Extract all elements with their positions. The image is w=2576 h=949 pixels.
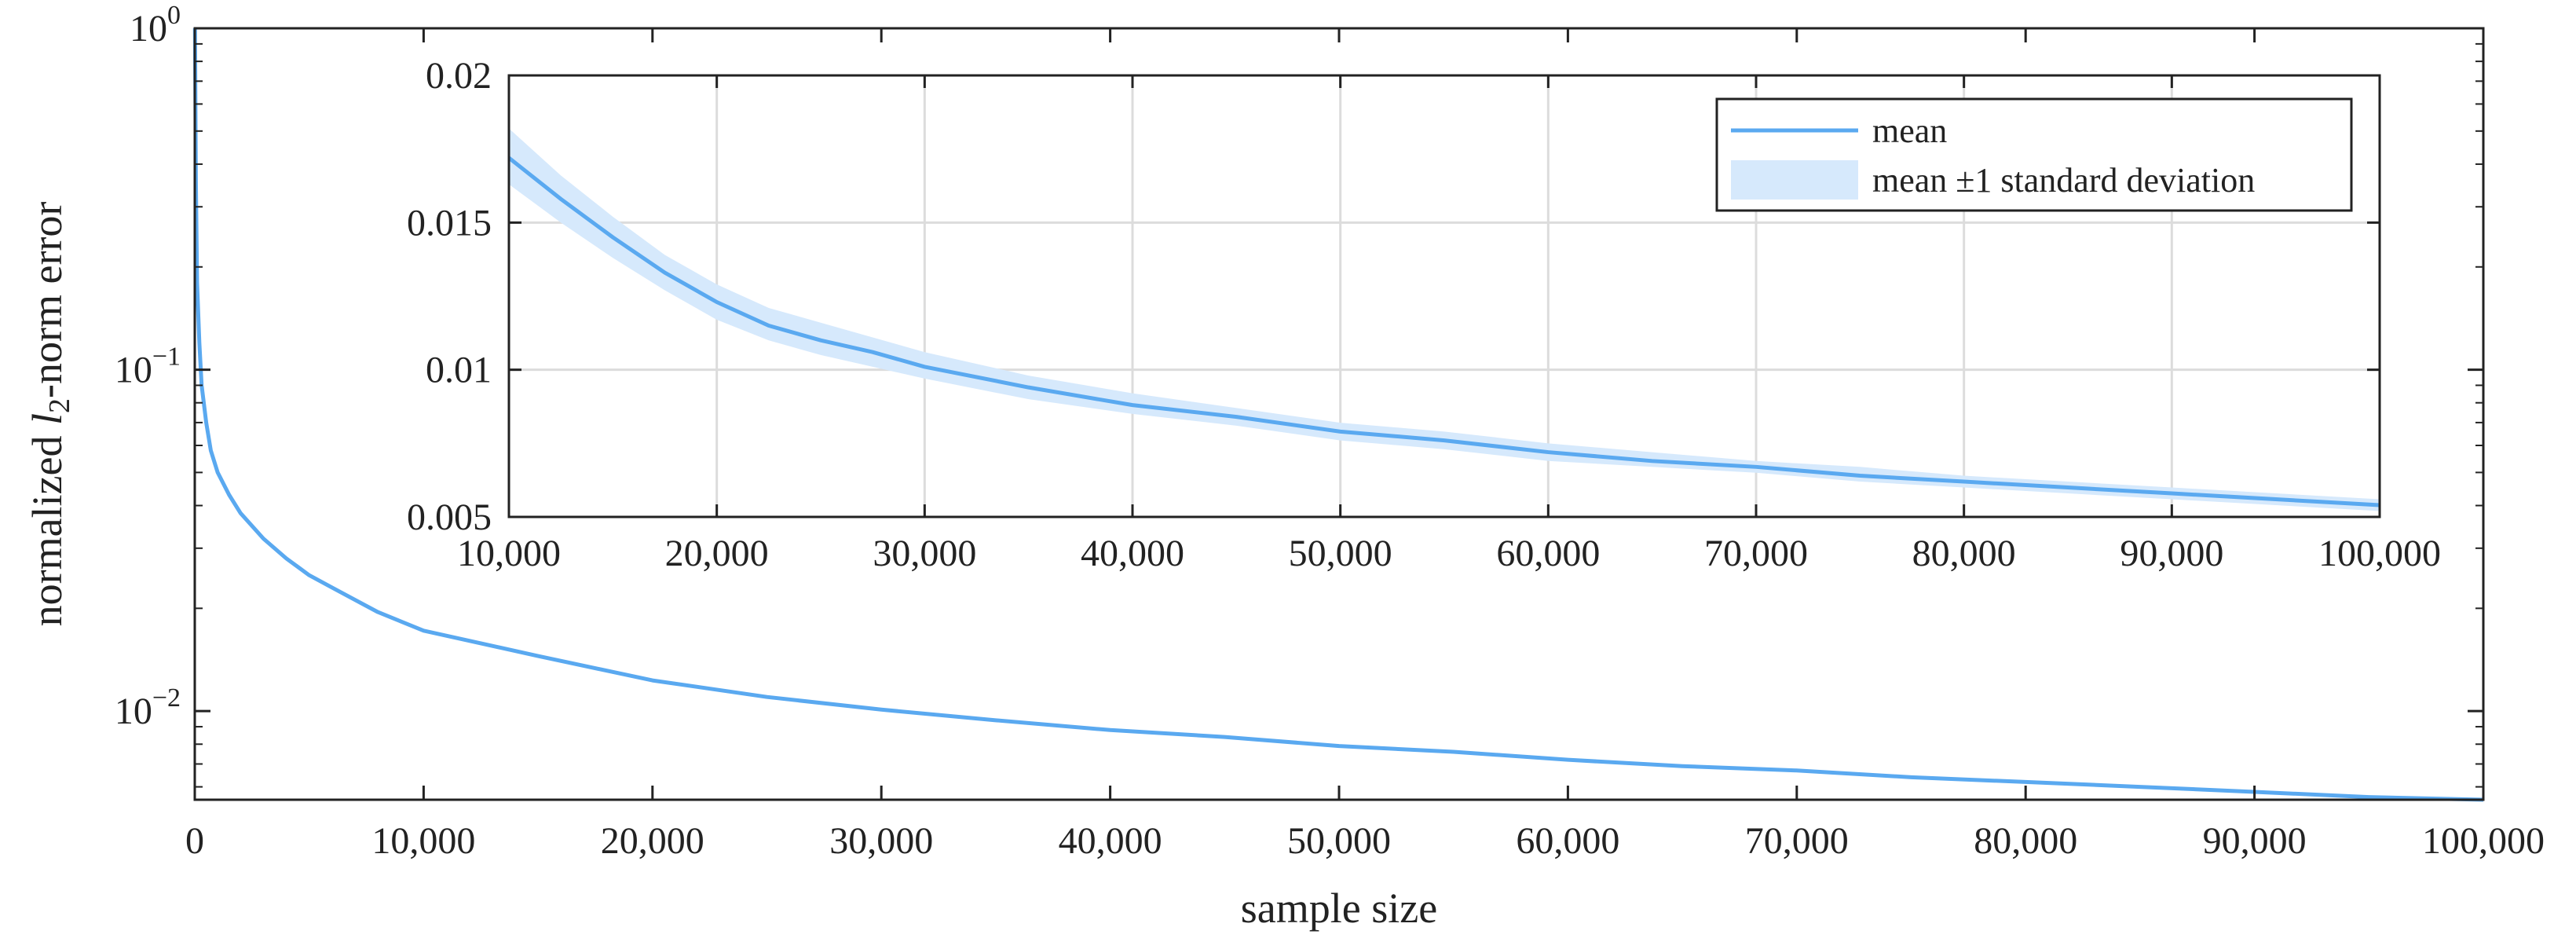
main-x-tick-label: 10,000 xyxy=(371,820,475,862)
inset-y-tick-label: 0.015 xyxy=(407,202,492,244)
main-mean-line xyxy=(192,27,2484,802)
main-y-tick-label: 10−2 xyxy=(115,683,181,732)
main-x-tick-label: 70,000 xyxy=(1745,820,1849,862)
inset-x-tick-label: 50,000 xyxy=(1289,533,1392,574)
inset-std-band xyxy=(509,128,2380,511)
legend-mean-label: mean xyxy=(1872,112,1947,150)
inset-x-tick-label: 90,000 xyxy=(2120,533,2223,574)
inset-y-tick-label: 0.02 xyxy=(426,55,492,97)
inset-x-tick-label: 20,000 xyxy=(665,533,769,574)
main-y-tick-label-base: 10 xyxy=(115,350,152,391)
inset-plot-frame xyxy=(507,74,2381,518)
y-axis-title-sub: 2 xyxy=(43,398,76,413)
y-axis-title-prefix: normalized xyxy=(24,425,71,626)
main-x-tick-label: 60,000 xyxy=(1516,820,1619,862)
main-y-tick-label-exp: −1 xyxy=(152,343,181,372)
main-x-tick-label: 0 xyxy=(185,820,204,862)
inset-y-tick-label: 0.005 xyxy=(407,496,492,538)
main-plot-frame xyxy=(193,27,2485,801)
inset-y-tick-label: 0.01 xyxy=(426,350,492,391)
main-ticks-layer: 0 10,000 20,000 30,000 40,000 50,000 60,000 70,… xyxy=(115,1,2545,862)
x-axis-title: sample size xyxy=(1241,885,1437,932)
main-y-tick-label-exp: −2 xyxy=(152,683,181,713)
main-x-tick-label: 20,000 xyxy=(601,820,704,862)
inset-x-tick-label: 40,000 xyxy=(1081,533,1184,574)
main-x-tick-label: 40,000 xyxy=(1059,820,1162,862)
y-axis-title-suffix: -norm error xyxy=(24,202,71,398)
inset-axes: 10,000 20,000 30,000 40,000 50,000 60,000 70,0… xyxy=(407,55,2441,574)
inset-x-tick-label: 80,000 xyxy=(1912,533,2016,574)
main-axes: 0 10,000 20,000 30,000 40,000 50,000 60,000 70,… xyxy=(115,1,2545,862)
main-y-tick-label: 10−1 xyxy=(115,343,181,391)
legend: mean mean ±1 standard deviation xyxy=(1715,97,2353,212)
inset-ticks-layer: 10,000 20,000 30,000 40,000 50,000 60,000 70,0… xyxy=(407,55,2441,574)
inset-x-tick-label: 60,000 xyxy=(1496,533,1600,574)
main-x-tick-label: 90,000 xyxy=(2203,820,2307,862)
inset-mean-line xyxy=(507,156,2380,507)
inset-x-tick-label: 10,000 xyxy=(457,533,561,574)
main-y-tick-label: 100 xyxy=(130,1,181,49)
main-y-tick-label-base: 10 xyxy=(130,8,167,49)
main-x-tick-label: 100,000 xyxy=(2422,820,2545,862)
main-y-tick-label-base: 10 xyxy=(115,691,152,732)
main-x-tick-label: 80,000 xyxy=(1974,820,2077,862)
main-x-tick-label: 50,000 xyxy=(1287,820,1391,862)
y-axis-title: normalized l2-norm error xyxy=(24,202,76,627)
inset-series-layer xyxy=(507,128,2380,511)
main-y-tick-label-exp: 0 xyxy=(167,1,181,30)
inset-x-tick-label: 30,000 xyxy=(873,533,976,574)
inset-x-tick-label: 100,000 xyxy=(2318,533,2441,574)
main-series-layer xyxy=(192,27,2484,802)
legend-band-label: mean ±1 standard deviation xyxy=(1872,161,2255,200)
main-x-tick-label: 30,000 xyxy=(829,820,933,862)
y-axis-title-var: l xyxy=(24,413,71,425)
legend-band-swatch xyxy=(1731,160,1858,200)
inset-x-tick-label: 70,000 xyxy=(1704,533,1808,574)
